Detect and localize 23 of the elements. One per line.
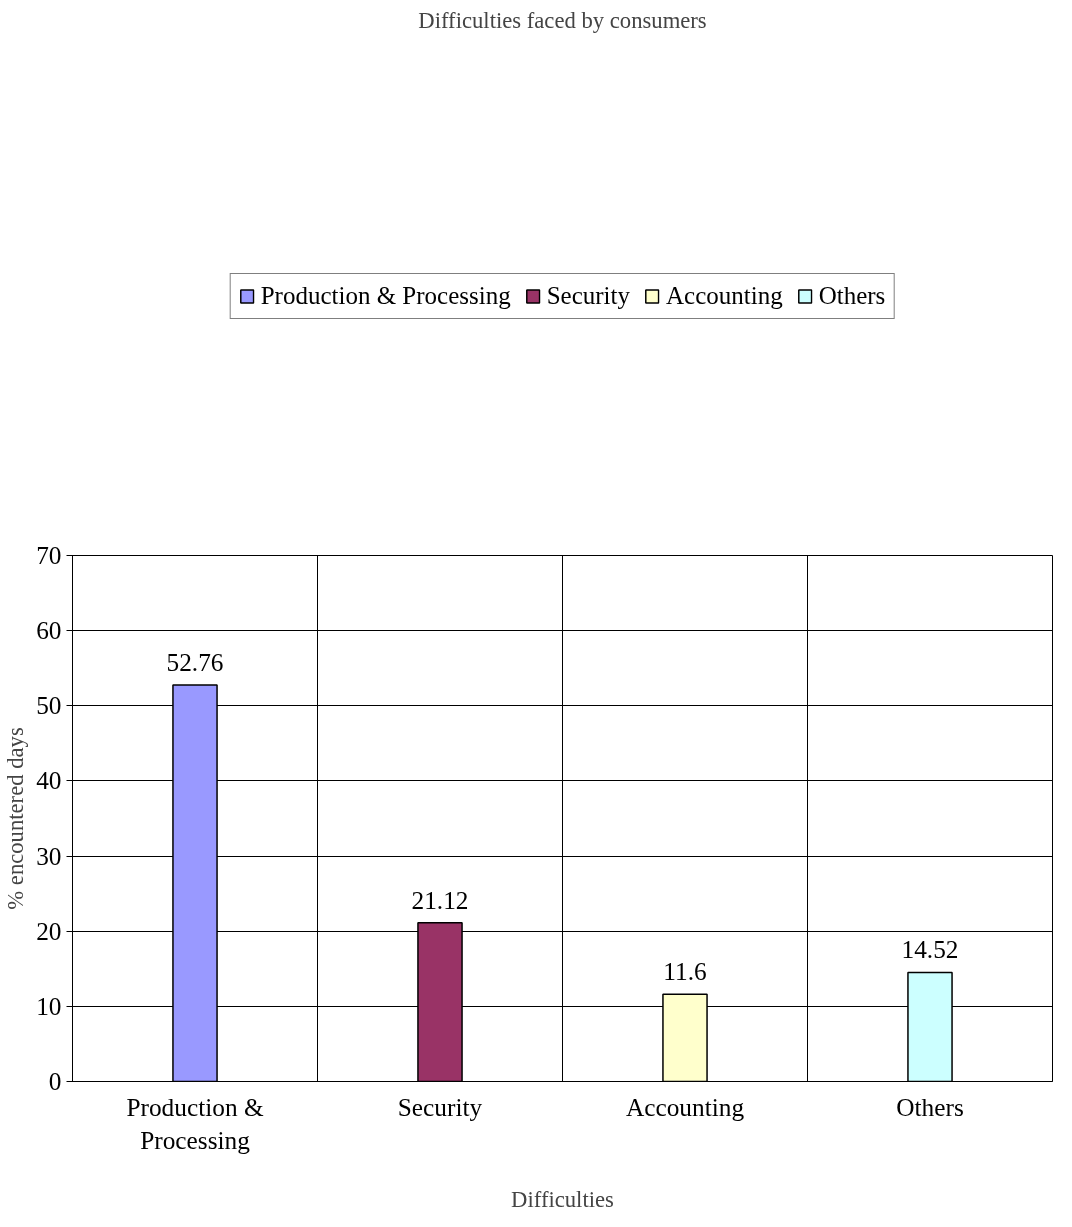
legend-label: Security bbox=[546, 282, 631, 310]
x-tick-label: Accounting bbox=[625, 1092, 745, 1121]
y-tick-label: 50 bbox=[36, 691, 62, 720]
legend-label: Accounting bbox=[666, 282, 783, 310]
y-tick-label: 0 bbox=[48, 1067, 62, 1095]
y-tick-label: 20 bbox=[36, 916, 62, 945]
y-tick-label: 10 bbox=[36, 991, 62, 1020]
legend-label: Others bbox=[818, 282, 886, 310]
x-tick-label: Security bbox=[397, 1092, 483, 1121]
y-tick-label: 30 bbox=[36, 841, 62, 870]
data-label: 21.12 bbox=[411, 885, 469, 914]
y-tick-label: 60 bbox=[36, 616, 62, 645]
y-axis-title: % encountered days bbox=[3, 727, 29, 910]
x-tick-label: Production & Processing bbox=[126, 1092, 264, 1155]
x-axis-title: Difficulties bbox=[511, 1187, 614, 1213]
x-tick-label: Others bbox=[896, 1092, 964, 1121]
data-label: 11.6 bbox=[663, 957, 707, 986]
chart-title: Difficulties faced by consumers bbox=[418, 7, 707, 33]
legend-label: Production & Processing bbox=[260, 282, 511, 310]
data-label: 52.76 bbox=[166, 648, 224, 677]
y-tick-label: 40 bbox=[36, 766, 62, 795]
data-label: 14.52 bbox=[901, 935, 959, 964]
y-tick-label: 70 bbox=[36, 541, 62, 569]
